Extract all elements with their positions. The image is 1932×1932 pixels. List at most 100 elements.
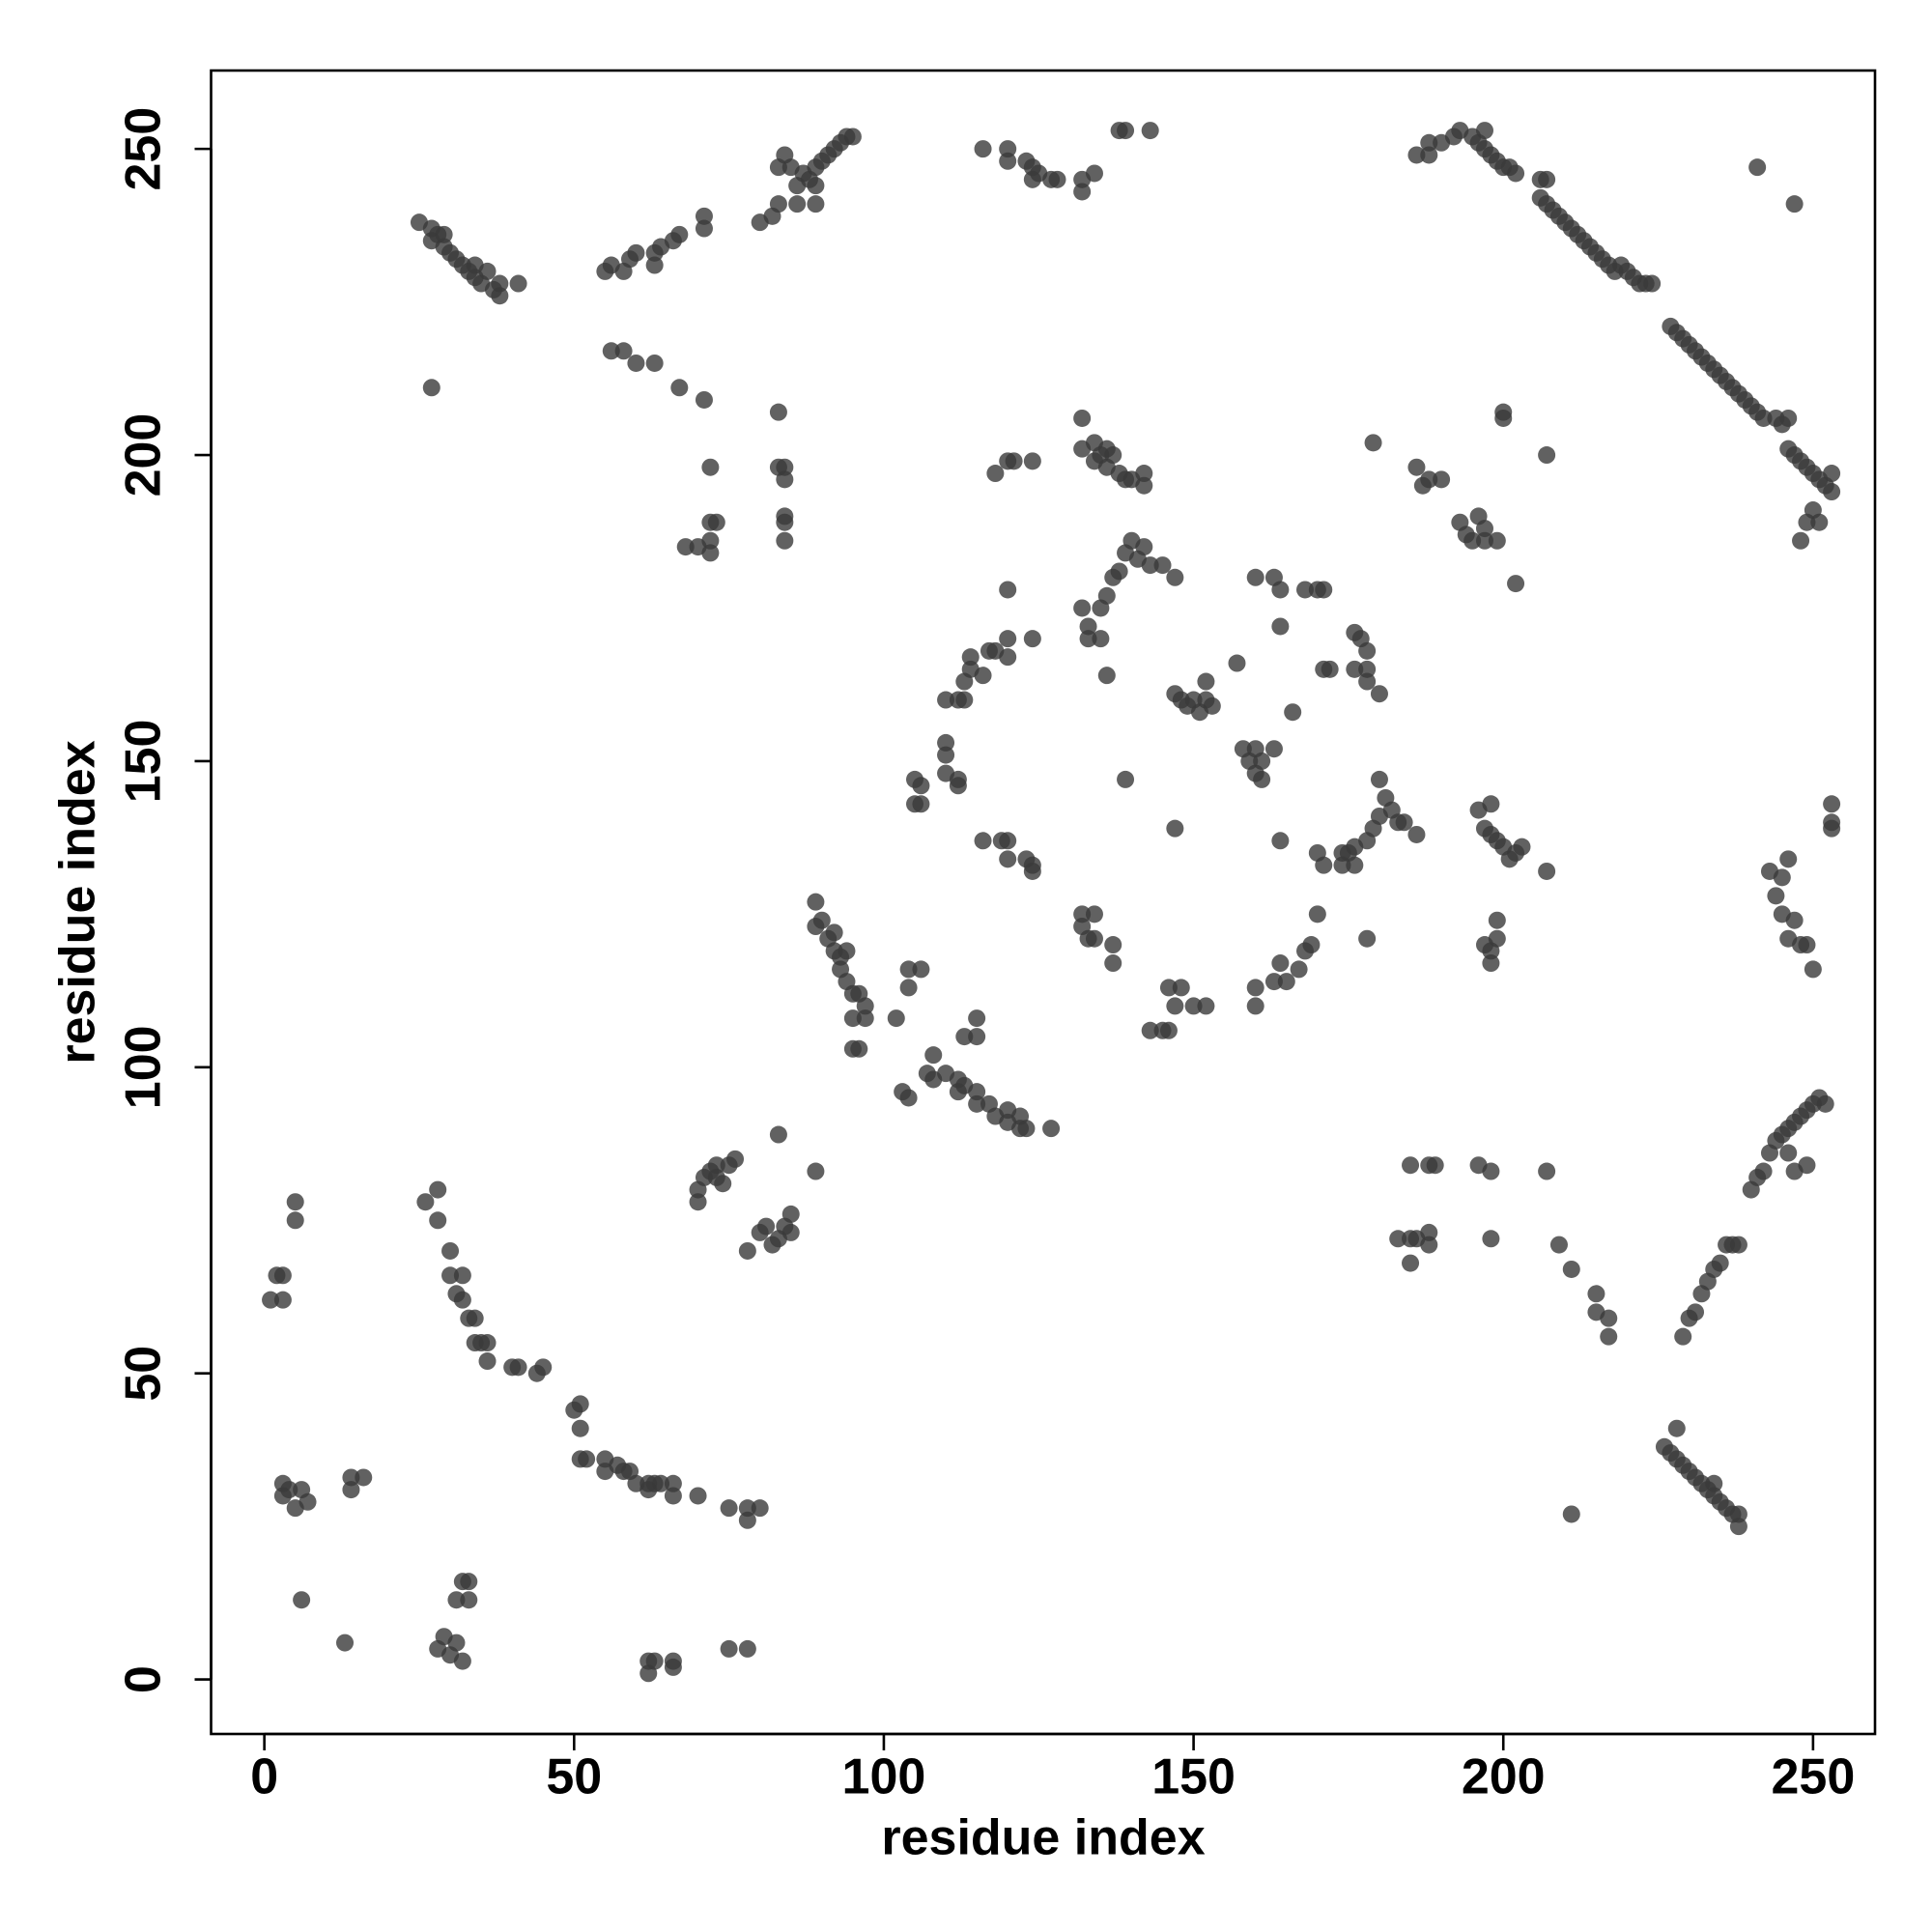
point [776,513,794,531]
point [571,1395,589,1413]
point [1135,538,1153,556]
point [1184,997,1203,1015]
point [491,287,509,305]
point [899,1089,918,1107]
point [999,630,1017,648]
point [1748,158,1767,177]
point [968,1094,986,1113]
point [1785,911,1804,929]
point [788,195,807,213]
point [807,893,825,911]
point [1482,954,1500,973]
point [1513,838,1531,856]
point [1773,868,1791,887]
point [769,195,787,213]
point [1420,1236,1438,1254]
point [466,1309,484,1327]
point [670,225,689,243]
point [707,513,725,531]
point [738,1499,756,1518]
point [999,140,1017,158]
point [1315,581,1333,599]
point [695,207,713,225]
y-tick-label: 150 [116,720,172,804]
point [478,1334,497,1352]
point [1538,862,1556,880]
point [670,379,689,397]
point [1296,581,1315,599]
x-tick-label: 0 [250,1749,278,1805]
point [1166,819,1184,838]
point [1073,183,1092,201]
point [776,458,794,476]
point [273,1291,292,1309]
point [1587,1285,1605,1303]
point [968,1009,986,1028]
point [776,470,794,489]
point [342,1481,360,1499]
y-tick-label: 50 [116,1346,172,1402]
point [1246,997,1264,1015]
point [1346,660,1364,678]
point [1364,434,1382,452]
point [1358,672,1377,691]
point [812,911,831,929]
point [738,1639,756,1658]
y-tick-label: 200 [116,413,172,497]
point [1277,973,1295,991]
point [961,648,980,667]
point [1823,795,1841,813]
point [1308,905,1326,923]
point [781,1205,800,1223]
point [652,1474,670,1492]
point [843,1039,862,1058]
point [1779,850,1798,868]
point [1823,819,1841,838]
point [1507,575,1525,593]
point [1402,1156,1420,1175]
point [1284,703,1302,722]
point [429,1211,447,1230]
point [1475,531,1493,550]
point [1085,929,1103,948]
point [701,531,720,550]
point [999,832,1017,850]
point [1482,1230,1500,1248]
point [1271,581,1290,599]
x-tick-label: 50 [546,1749,602,1805]
point [1253,752,1271,770]
point [453,1291,471,1309]
point [1023,862,1041,880]
point [1085,905,1103,923]
point [707,1156,725,1175]
point [1302,936,1321,954]
y-tick-label: 0 [116,1665,172,1693]
point [1073,905,1092,923]
point [1358,641,1377,660]
point [937,733,955,752]
point [1117,122,1135,140]
point [478,1352,497,1371]
point [689,1193,707,1211]
point [1358,660,1377,678]
point [1159,1021,1178,1039]
point [1433,470,1451,489]
point [1420,470,1438,489]
point [355,1468,373,1487]
point [999,581,1017,599]
point [1426,1156,1444,1175]
x-tick-label: 100 [842,1749,926,1805]
x-axis-label: residue index [881,1810,1205,1866]
x-tick-label: 150 [1151,1749,1236,1805]
point [1475,122,1493,140]
point [974,832,992,850]
point [1370,770,1388,788]
point [949,770,967,788]
point [968,1028,986,1046]
point [441,1266,460,1285]
point [695,219,713,238]
point [1538,170,1556,188]
point [1104,954,1122,973]
point [1792,531,1810,550]
point [1141,556,1159,575]
